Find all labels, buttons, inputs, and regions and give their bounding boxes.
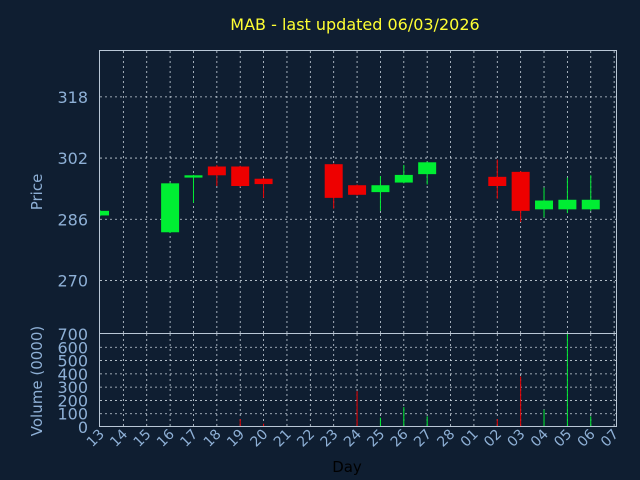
candle: [558, 177, 577, 214]
candle: [324, 163, 343, 209]
candle: [418, 161, 437, 185]
candle-body: [371, 185, 390, 193]
x-axis-label: Day: [332, 458, 362, 476]
candle: [535, 187, 554, 218]
volume-tick-label: 200: [57, 391, 88, 410]
candle-body: [231, 166, 250, 186]
candle-body: [184, 175, 203, 178]
volume-tick-label: 300: [57, 378, 88, 397]
candlestick-series: [99, 159, 600, 234]
price-tick-label: 286: [57, 210, 88, 229]
price-axis-label: Price: [28, 174, 46, 211]
candle: [348, 184, 367, 196]
candle: [488, 159, 507, 199]
candle-body: [511, 171, 530, 211]
candle: [581, 175, 600, 211]
candle-body: [535, 200, 554, 210]
candle: [511, 171, 530, 222]
candle: [99, 210, 109, 217]
x-tick-labels: 13 14 15 16 17 18 19 20 21 22 23 24 25 26 27 28 01 02 03 04…: [84, 426, 622, 450]
volume-tick-label: 100: [57, 405, 88, 424]
candle-body: [161, 183, 180, 233]
candle: [184, 174, 203, 203]
price-tick-label: 270: [57, 271, 88, 290]
price-tick-labels: 270 286 302 318: [57, 88, 88, 291]
candle: [371, 176, 390, 211]
price-panel: 270 286 302 318 Price: [28, 50, 617, 334]
candle-body: [394, 174, 413, 183]
candle: [231, 165, 250, 187]
volume-series: [99, 334, 592, 427]
candle: [394, 164, 413, 184]
candle-body: [488, 176, 507, 186]
candle-body: [348, 185, 367, 195]
candle-body: [254, 178, 273, 185]
candle-body: [324, 164, 343, 198]
candle-body: [581, 199, 600, 210]
volume-tick-label: 0: [78, 418, 88, 437]
volume-axis-label: Volume (0000): [28, 326, 46, 436]
candle: [207, 164, 226, 186]
volume-tick-label: 400: [57, 365, 88, 384]
price-tick-label: 318: [57, 88, 88, 107]
volume-gridlines: [100, 334, 616, 427]
candle-body: [418, 162, 437, 175]
candle-body: [558, 199, 577, 210]
volume-tick-label: 600: [57, 338, 88, 357]
chart-title: MAB - last updated 06/03/2026: [230, 15, 479, 34]
candle: [254, 177, 273, 198]
candle-body: [100, 210, 109, 216]
price-tick-label: 302: [57, 149, 88, 168]
candle: [161, 182, 180, 234]
volume-frame: [99, 333, 617, 427]
volume-tick-label: 500: [57, 352, 88, 371]
candle-body: [207, 166, 226, 176]
volume-tick-label: 700: [57, 325, 88, 344]
